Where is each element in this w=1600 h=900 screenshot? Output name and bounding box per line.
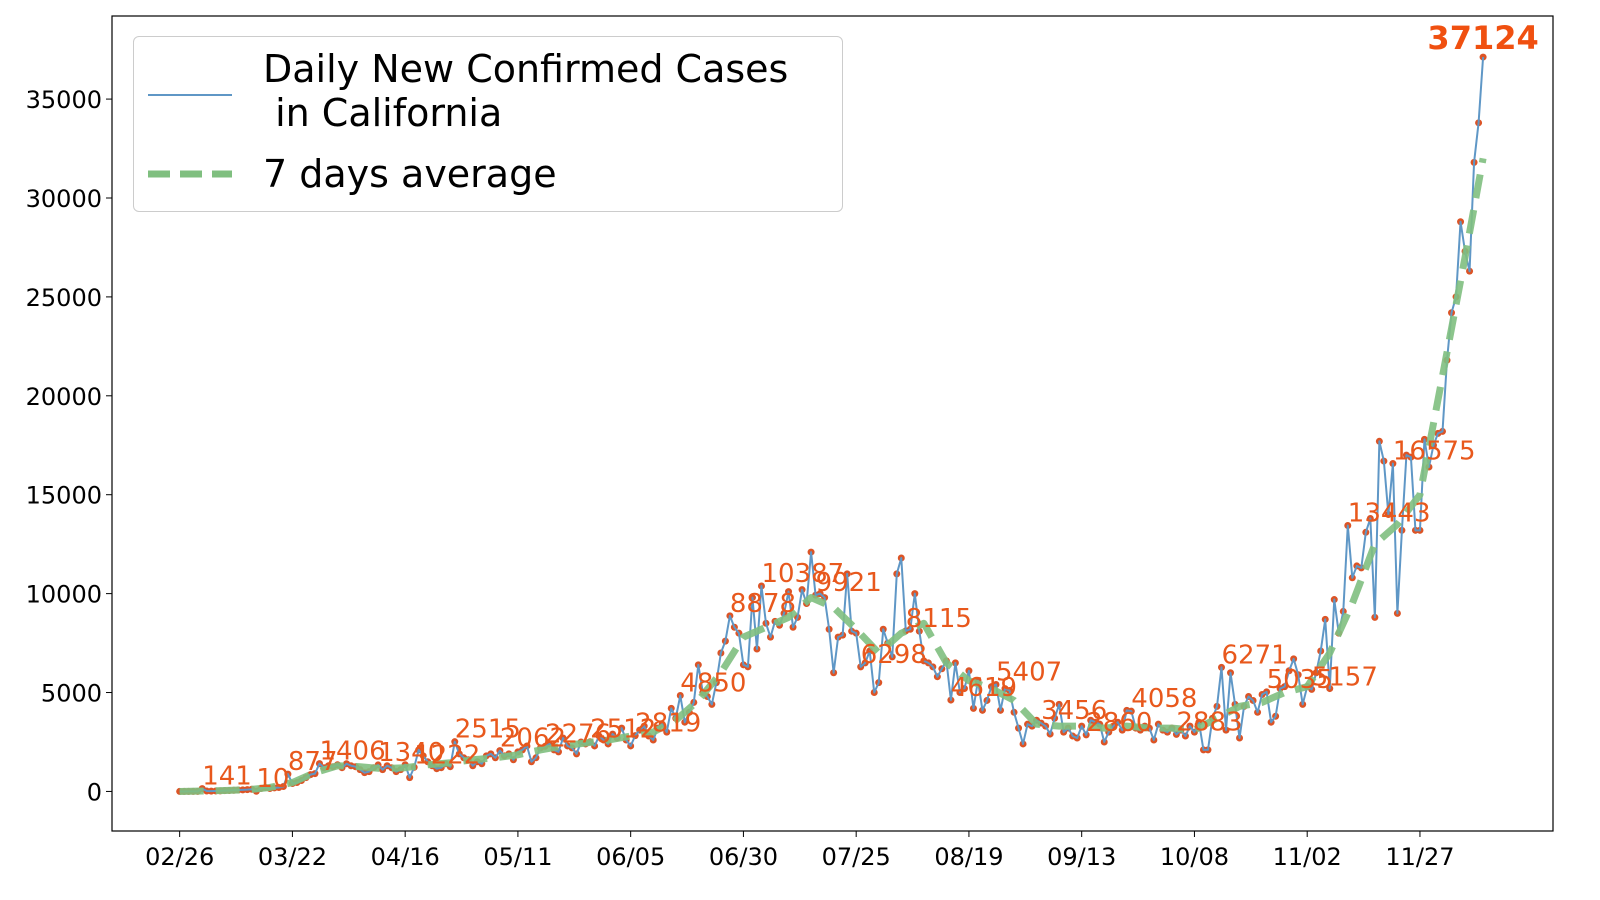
annotation: 5407	[996, 657, 1062, 687]
x-tick-label: 02/26	[145, 843, 214, 871]
annotation: 3456	[1041, 696, 1107, 726]
y-tick-label: 5000	[41, 680, 102, 708]
annotation: 9921	[816, 568, 882, 598]
annotation: 37124	[1427, 19, 1538, 57]
annotation: 10387	[761, 559, 844, 589]
annotation: 8115	[906, 604, 972, 634]
annotation: 2512	[590, 715, 656, 745]
annotation: 2515	[455, 715, 521, 745]
x-tick-label: 03/22	[258, 843, 327, 871]
x-tick-label: 04/16	[371, 843, 440, 871]
x-tick-label: 05/11	[483, 843, 552, 871]
y-tick-label: 20000	[26, 383, 102, 411]
annotation: 4619	[951, 673, 1017, 703]
x-tick-label: 09/13	[1047, 843, 1116, 871]
x-tick-label: 08/19	[934, 843, 1003, 871]
annotation: 6271	[1222, 640, 1288, 670]
annotation: 141	[202, 762, 252, 792]
y-tick-label: 35000	[26, 86, 102, 114]
annotation: 5157	[1312, 662, 1378, 692]
annotation: 4850	[680, 668, 746, 698]
legend: Daily New Confirmed Cases in California …	[133, 36, 843, 212]
annotation: 16575	[1393, 437, 1476, 467]
annotation: 2062	[500, 724, 566, 754]
x-tick-label: 06/05	[596, 843, 665, 871]
annotation: 2819	[635, 709, 701, 739]
annotation: 2276	[545, 719, 611, 749]
y-tick-label: 10000	[26, 581, 102, 609]
annotation: 13443	[1348, 499, 1431, 529]
annotation: 4058	[1131, 684, 1197, 714]
x-tick-label: 11/02	[1273, 843, 1342, 871]
annotation: 877	[288, 747, 338, 777]
annotation: 2860	[1086, 708, 1152, 738]
x-tick-label: 07/25	[822, 843, 891, 871]
annotation: 8878	[730, 589, 796, 619]
legend-label: Daily New Confirmed Cases in California	[263, 47, 789, 135]
legend-keys	[148, 94, 232, 178]
average-line	[179, 157, 1487, 795]
legend-label: 7 days average	[263, 152, 557, 196]
annotation: 5035	[1267, 665, 1333, 695]
annotation: 1340	[378, 738, 444, 768]
y-tick-label: 30000	[26, 185, 102, 213]
plot-layer: 141 1087714061340122225152062227625122819…	[176, 19, 1539, 795]
axes-layer: 0 5000 10000 15000 20000 25000 30000 35000 02/26…	[26, 86, 1455, 871]
y-tick-label: 25000	[26, 284, 102, 312]
x-tick-label: 11/27	[1385, 843, 1454, 871]
x-tick-label: 06/30	[709, 843, 778, 871]
data-point	[1479, 53, 1487, 61]
annotation: 1222	[414, 740, 480, 770]
annotation: 10	[256, 764, 289, 794]
annotation: 6298	[861, 640, 927, 670]
y-tick-label: 15000	[26, 482, 102, 510]
y-tick-label: 0	[87, 778, 102, 806]
x-tick-label: 10/08	[1160, 843, 1229, 871]
annotation: 2883	[1176, 707, 1242, 737]
annotation: 1406	[319, 737, 385, 767]
plot-frame	[111, 15, 1554, 832]
